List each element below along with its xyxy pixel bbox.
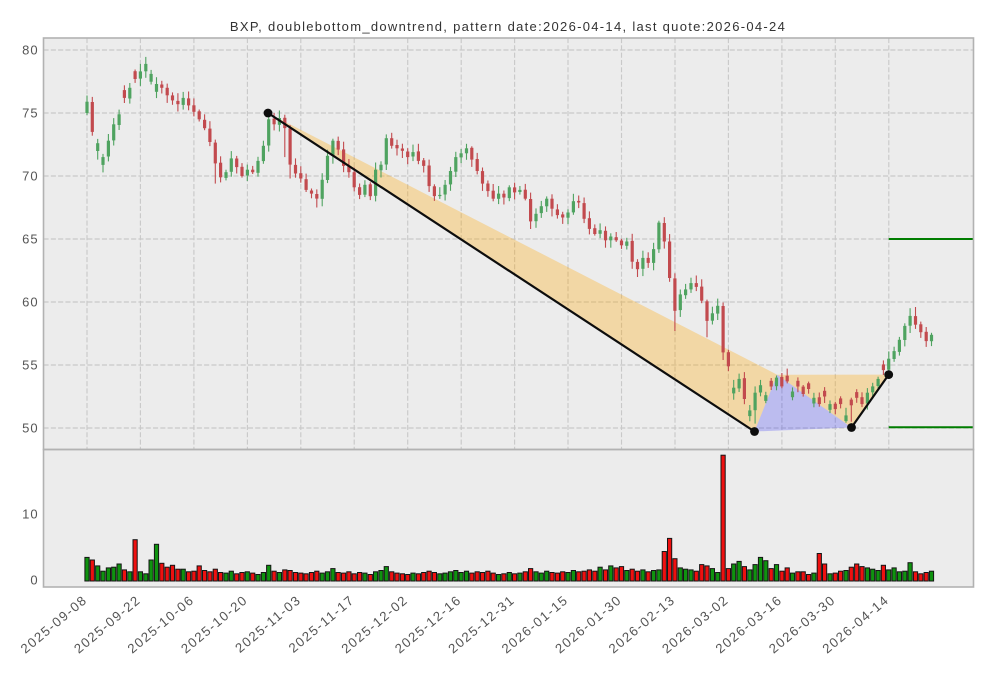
svg-text:70: 70	[22, 168, 38, 183]
svg-text:50: 50	[22, 420, 38, 435]
svg-text:55: 55	[22, 357, 38, 372]
svg-text:10: 10	[22, 507, 38, 522]
svg-text:BXP, doublebottom_downtrend, p: BXP, doublebottom_downtrend, pattern dat…	[230, 19, 786, 34]
svg-text:60: 60	[22, 294, 38, 309]
svg-text:75: 75	[22, 105, 38, 120]
svg-text:80: 80	[22, 42, 38, 57]
svg-text:0: 0	[30, 573, 38, 588]
svg-text:65: 65	[22, 231, 38, 246]
